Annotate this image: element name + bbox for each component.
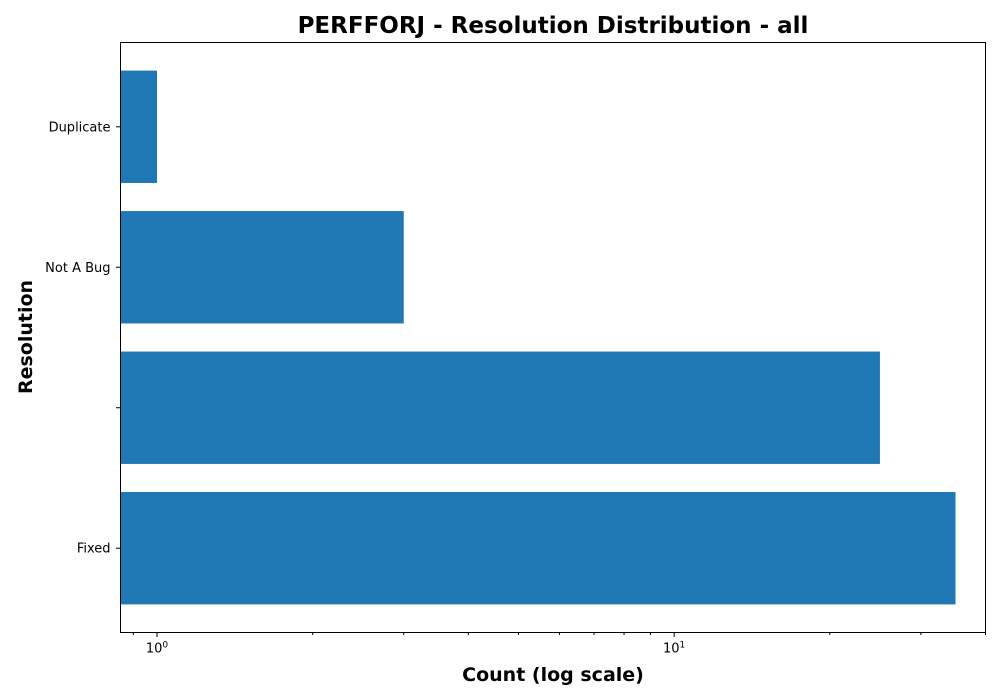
bar-duplicate: [120, 70, 158, 183]
x-axis-label: Count (log scale): [462, 664, 644, 686]
y-tick-label: Fixed: [77, 542, 111, 557]
chart-title: PERFFORJ - Resolution Distribution - all: [298, 13, 809, 39]
bars-layer: [120, 70, 956, 605]
bar-not-a-bug: [120, 211, 404, 324]
y-axis-label: Resolution: [15, 280, 37, 394]
x-tick-label: 100: [146, 641, 169, 657]
y-tick-label: Duplicate: [49, 120, 111, 135]
bar-fixed: [120, 492, 956, 605]
y-axis-ticks: Duplicate Not A Bug Fixed: [45, 120, 121, 557]
x-axis-ticks: 100 101: [132, 632, 986, 657]
plot-frame: [120, 42, 986, 633]
y-tick-label: Not A Bug: [45, 261, 110, 276]
bar-unlabeled: [120, 351, 880, 464]
x-tick-label: 101: [663, 641, 685, 657]
